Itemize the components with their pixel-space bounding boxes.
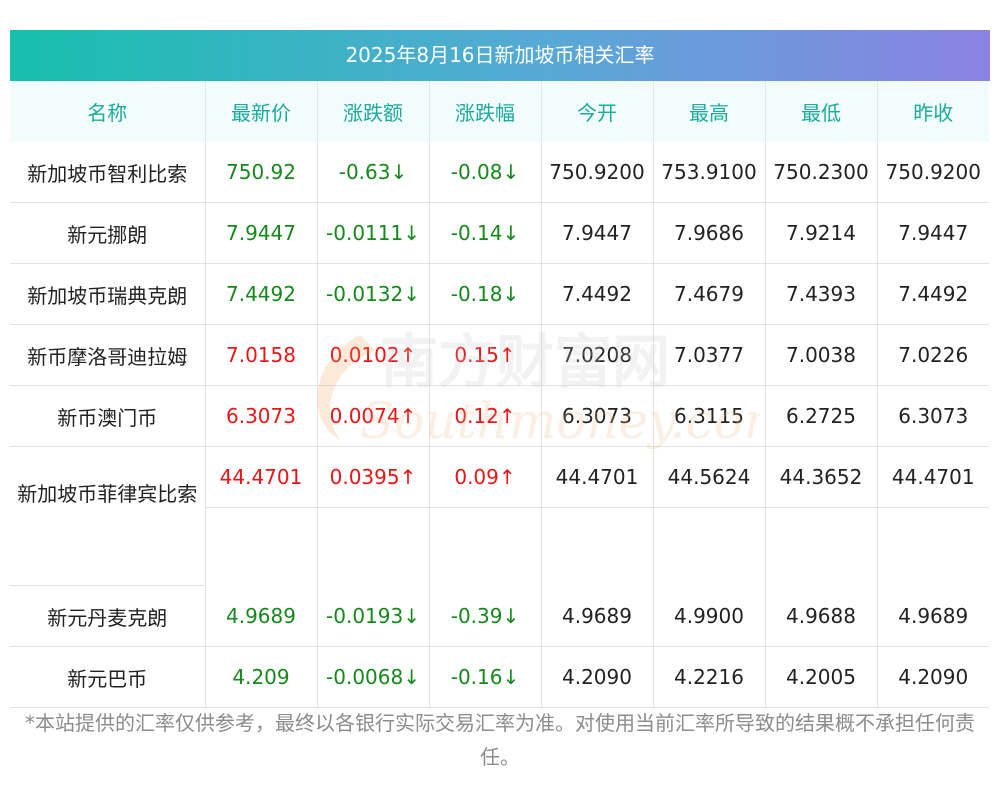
cell-latest: 4.209: [205, 646, 318, 708]
column-header-prev-close: 昨收: [877, 81, 989, 142]
cell-low: 7.4393: [765, 263, 878, 325]
cell-latest: 6.3073: [205, 385, 318, 447]
cell-low: 7.0038: [765, 324, 878, 386]
cell-low: 4.2005: [765, 646, 878, 708]
column-header-change-pct: 涨跌幅: [429, 81, 542, 142]
cell-prev-close-value: 44.4701: [877, 447, 989, 508]
table-header-row: 名称 最新价 涨跌额 涨跌幅 今开 最高 最低 昨收: [10, 81, 989, 142]
cell-currency-name: 新加坡币智利比索: [10, 142, 206, 203]
cell-change-pct: 0.12↑: [429, 385, 542, 447]
cell-prev-close: 44.4701: [877, 447, 989, 586]
cell-open: 6.3073: [541, 385, 654, 447]
column-header-open: 今开: [541, 81, 654, 142]
cell-change: -0.0132↓: [317, 263, 430, 325]
table-row: 新元巴币 4.209 -0.0068↓ -0.16↓ 4.2090 4.2216 4.200…: [10, 646, 989, 708]
cell-open: 750.9200: [541, 142, 654, 203]
table-row: 新币摩洛哥迪拉姆 7.0158 0.0102↑ 0.15↑ 7.0208 7.0377 7.…: [10, 324, 989, 386]
cell-change: 0.0074↑: [317, 385, 430, 447]
cell-currency-name: 新币澳门币: [10, 385, 206, 447]
cell-high: 6.3115: [653, 385, 766, 447]
cell-currency-name: 新加坡币瑞典克朗: [10, 263, 206, 325]
cell-change-pct: 0.09↑: [429, 446, 542, 586]
cell-latest-value: 44.4701: [205, 447, 317, 508]
table-row: 新加坡币瑞典克朗 7.4492 -0.0132↓ -0.18↓ 7.4492 7.4679…: [10, 263, 989, 325]
cell-prev-close: 4.9689: [877, 585, 989, 647]
cell-currency-name: 新元巴币: [10, 646, 206, 708]
cell-change-pct: -0.08↓: [429, 142, 542, 203]
table-row: 新加坡币智利比索 750.92 -0.63↓ -0.08↓ 750.9200 753.91…: [10, 142, 989, 203]
cell-high: 7.9686: [653, 202, 766, 264]
table-row: 新元丹麦克朗 4.9689 -0.0193↓ -0.39↓ 4.9689 4.9900 4.…: [10, 585, 989, 647]
cell-currency-name: 新加坡币菲律宾比索: [10, 446, 206, 586]
cell-high: 4.9900: [653, 585, 766, 647]
cell-high: 4.2216: [653, 646, 766, 708]
cell-change: 0.0102↑: [317, 324, 430, 386]
cell-latest: 750.92: [205, 142, 318, 203]
cell-latest: 44.4701: [205, 446, 318, 586]
cell-low: 750.2300: [765, 142, 878, 203]
cell-latest: 7.4492: [205, 263, 318, 325]
cell-high: 753.9100: [653, 142, 766, 203]
cell-open: 4.9689: [541, 585, 654, 647]
cell-prev-close: 7.0226: [877, 324, 989, 386]
cell-prev-close: 6.3073: [877, 385, 989, 447]
page-title: 2025年8月16日新加坡币相关汇率: [345, 43, 655, 67]
cell-change: -0.63↓: [317, 142, 430, 203]
cell-currency-name: 新元丹麦克朗: [10, 585, 206, 647]
cell-low-value: 44.3652: [765, 447, 877, 508]
page-title-banner: 2025年8月16日新加坡币相关汇率: [10, 30, 990, 81]
cell-change-pct: -0.18↓: [429, 263, 542, 325]
cell-low: 4.9688: [765, 585, 878, 647]
exchange-rate-table: 名称 最新价 涨跌额 涨跌幅 今开 最高 最低 昨收 新加坡币智利比索 750.9…: [10, 81, 989, 708]
cell-latest: 4.9689: [205, 585, 318, 647]
cell-change-pct: -0.14↓: [429, 202, 542, 264]
cell-prev-close: 750.9200: [877, 142, 989, 203]
column-header-name: 名称: [10, 81, 206, 142]
cell-prev-close: 7.4492: [877, 263, 989, 325]
table-row: 新元挪朗 7.9447 -0.0111↓ -0.14↓ 7.9447 7.9686 7.92…: [10, 202, 989, 264]
cell-high: 44.5624: [653, 446, 766, 586]
cell-open: 7.4492: [541, 263, 654, 325]
column-header-low: 最低: [765, 81, 878, 142]
column-header-change: 涨跌额: [317, 81, 430, 142]
cell-currency-name: 新币摩洛哥迪拉姆: [10, 324, 206, 386]
cell-change: -0.0193↓: [317, 585, 430, 647]
cell-low: 7.9214: [765, 202, 878, 264]
cell-open: 7.0208: [541, 324, 654, 386]
cell-change: -0.0111↓: [317, 202, 430, 264]
cell-latest: 7.9447: [205, 202, 318, 264]
cell-high: 7.0377: [653, 324, 766, 386]
cell-change-pct-value: 0.09↑: [429, 447, 541, 508]
cell-currency-name: 新元挪朗: [10, 202, 206, 264]
cell-open: 4.2090: [541, 646, 654, 708]
cell-low: 44.3652: [765, 446, 878, 586]
cell-prev-close: 7.9447: [877, 202, 989, 264]
cell-high-value: 44.5624: [653, 447, 765, 508]
cell-change: -0.0068↓: [317, 646, 430, 708]
cell-change-pct: -0.16↓: [429, 646, 542, 708]
table-row: 新加坡币菲律宾比索 44.4701 0.0395↑ 0.09↑ 44.4701 44.56…: [10, 446, 989, 586]
column-header-high: 最高: [653, 81, 766, 142]
cell-prev-close: 4.2090: [877, 646, 989, 708]
cell-open: 7.9447: [541, 202, 654, 264]
cell-open-value: 44.4701: [541, 447, 653, 508]
column-header-latest: 最新价: [205, 81, 318, 142]
cell-change-value: 0.0395↑: [317, 447, 429, 508]
cell-change-pct: -0.39↓: [429, 585, 542, 647]
cell-change-pct: 0.15↑: [429, 324, 542, 386]
cell-low: 6.2725: [765, 385, 878, 447]
disclaimer-footnote: *本站提供的汇率仅供参考，最终以各银行实际交易汇率为准。对使用当前汇率所导致的结…: [25, 711, 975, 769]
cell-latest: 7.0158: [205, 324, 318, 386]
cell-open: 44.4701: [541, 446, 654, 586]
cell-high: 7.4679: [653, 263, 766, 325]
cell-change: 0.0395↑: [317, 446, 430, 586]
table-row: 新币澳门币 6.3073 0.0074↑ 0.12↑ 6.3073 6.3115 6.272…: [10, 385, 989, 447]
